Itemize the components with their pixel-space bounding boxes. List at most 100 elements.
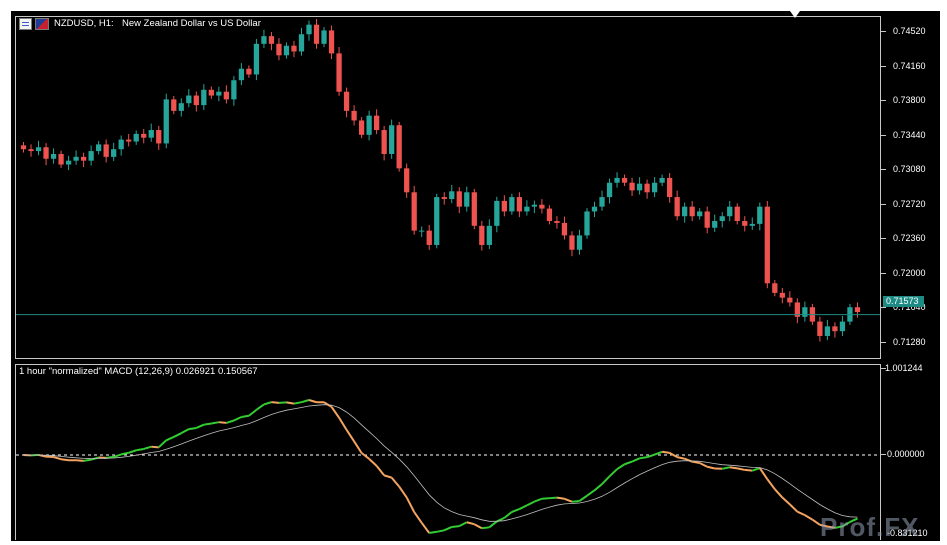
candle — [103, 139, 109, 163]
macd-line-segment — [646, 453, 655, 459]
price-scale-label: 0.72360 — [893, 233, 926, 243]
candle — [223, 85, 229, 104]
macd-line-segment — [330, 406, 340, 419]
candle — [358, 117, 365, 139]
macd-plot[interactable] — [16, 365, 880, 541]
macd-line-segment — [511, 508, 520, 513]
macd-line-segment — [390, 476, 400, 488]
macd-scale-zero: 0.000000 — [887, 449, 925, 459]
currency-flags-icon[interactable] — [35, 18, 49, 30]
macd-line-segment — [286, 401, 295, 405]
chart-symbol-label: NZDUSD, H1: — [54, 18, 114, 29]
candle — [734, 203, 740, 225]
macd-line-segment — [616, 463, 626, 471]
macd-line-segment — [526, 500, 535, 507]
candle — [298, 27, 305, 56]
macd-line-segment — [383, 474, 392, 479]
macd-scale-tick — [881, 368, 886, 369]
candle — [156, 125, 162, 150]
candle — [231, 76, 237, 106]
candle — [186, 89, 192, 108]
candle — [576, 229, 583, 255]
candle — [351, 105, 357, 126]
macd-line-segment — [804, 514, 813, 521]
macd-line-segment — [211, 421, 220, 425]
macd-line-segment — [375, 465, 385, 476]
price-scale-label: 0.72000 — [893, 268, 926, 278]
macd-scale-bottom: -0.831210 — [887, 528, 928, 538]
candle — [727, 201, 733, 222]
price-scale-label: 0.73080 — [893, 164, 926, 174]
macd-indicator-title: 1 hour "normalized" MACD (12,26,9) 0.026… — [19, 366, 258, 377]
macd-line-segment — [308, 399, 317, 404]
macd-line-segment — [691, 460, 700, 464]
candle — [636, 177, 643, 195]
candle — [794, 298, 800, 324]
price-scale-tick — [881, 169, 886, 170]
candle — [614, 172, 620, 188]
price-scale-tick — [881, 66, 886, 67]
candle — [479, 220, 485, 251]
macd-line-segment — [593, 483, 603, 492]
candlestick-plot[interactable] — [16, 17, 880, 358]
price-chart-pane[interactable] — [15, 16, 881, 359]
macd-line-segment — [781, 496, 791, 506]
price-scale-label: 0.73800 — [893, 95, 926, 105]
candle — [208, 86, 214, 99]
candle — [832, 322, 838, 338]
chart-shift-marker-icon[interactable] — [790, 11, 800, 18]
macd-line-segment — [76, 459, 84, 462]
candle — [697, 208, 703, 220]
candle — [839, 315, 846, 337]
macd-line-segment — [60, 458, 69, 462]
candle — [531, 200, 538, 214]
macd-line-segment — [481, 526, 490, 530]
candle — [313, 19, 320, 49]
candle — [441, 192, 447, 205]
macd-line-segment — [143, 445, 152, 450]
macd-line-segment — [443, 526, 453, 532]
macd-line-segment — [654, 450, 663, 456]
macd-line-segment — [271, 401, 280, 404]
macd-line-segment — [226, 419, 235, 424]
candle — [486, 219, 492, 250]
candle — [757, 202, 763, 231]
macd-line-segment — [263, 401, 272, 406]
candle — [178, 98, 184, 117]
macd-line-segment — [631, 457, 640, 463]
candle — [742, 216, 748, 232]
macd-line-segment — [789, 503, 799, 513]
macd-line-segment — [353, 440, 363, 454]
candle — [111, 142, 117, 161]
macd-line-segment — [751, 467, 761, 472]
candle — [366, 110, 372, 141]
candle — [65, 155, 72, 171]
candle — [253, 38, 260, 81]
macd-line-segment — [556, 496, 565, 500]
candle — [584, 208, 590, 239]
macd-indicator-pane[interactable] — [15, 364, 881, 540]
indicator-list-icon[interactable] — [19, 18, 32, 30]
macd-line-segment — [113, 453, 122, 458]
candle — [449, 184, 455, 204]
macd-line-segment — [360, 452, 370, 460]
macd-line-segment — [473, 523, 483, 530]
price-scale-label: 0.72720 — [893, 199, 926, 209]
candle — [118, 135, 124, 156]
candle — [824, 319, 831, 341]
candle — [389, 119, 395, 159]
candle — [854, 302, 861, 318]
macd-line-segment — [241, 414, 250, 419]
macd-line-segment — [518, 504, 528, 510]
candle — [193, 91, 199, 112]
candle — [126, 133, 132, 147]
price-scale-tick — [881, 342, 886, 343]
candle — [50, 148, 57, 164]
macd-line-segment — [541, 497, 550, 500]
macd-line-segment — [608, 468, 618, 478]
candle — [817, 316, 823, 342]
candle — [712, 214, 718, 232]
candle — [802, 301, 808, 322]
macd-line-segment — [774, 488, 784, 499]
macd-scale-tick — [881, 454, 886, 455]
